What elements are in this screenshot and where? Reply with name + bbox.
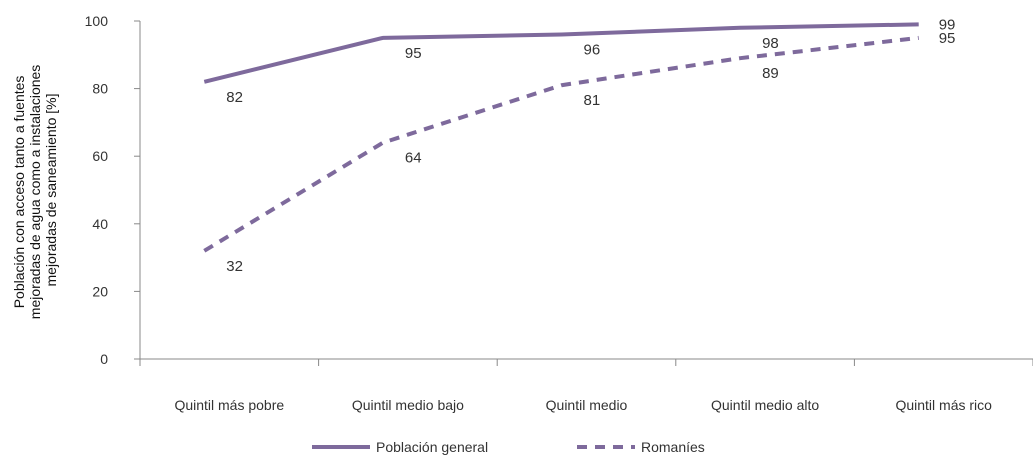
y-axis-title-line: mejoradas de saneamiento [%] bbox=[43, 94, 59, 287]
data-label: 95 bbox=[939, 30, 956, 47]
y-axis-title: Población con acceso tanto a fuentes mej… bbox=[11, 61, 59, 319]
data-label: 95 bbox=[405, 45, 422, 62]
legend: Población general Romaníes bbox=[312, 439, 705, 455]
y-tick-label: 60 bbox=[92, 148, 108, 164]
y-tick-label: 80 bbox=[92, 81, 108, 97]
x-tick-label: Quintil medio bajo bbox=[352, 397, 464, 413]
x-tick-label: Quintil más rico bbox=[895, 397, 992, 413]
data-label: 99 bbox=[939, 16, 956, 33]
data-labels: 82 95 96 98 99 32 64 81 89 95 bbox=[226, 16, 955, 274]
data-label: 98 bbox=[762, 35, 779, 52]
y-tick-label: 0 bbox=[100, 351, 108, 367]
data-label: 96 bbox=[584, 42, 601, 59]
x-axis: Quintil más pobre Quintil medio bajo Quint… bbox=[139, 358, 1033, 413]
y-axis-title-line: mejoradas de agua como a instalaciones bbox=[27, 65, 43, 320]
y-axis: 0 20 40 60 80 100 bbox=[85, 13, 141, 367]
legend-label: Romaníes bbox=[641, 439, 705, 455]
data-label: 32 bbox=[226, 258, 243, 275]
y-axis-title-line: Población con acceso tanto a fuentes bbox=[11, 76, 27, 309]
y-tick-label: 100 bbox=[85, 13, 109, 29]
y-tick-label: 40 bbox=[92, 216, 108, 232]
x-tick-label: Quintil medio bbox=[546, 397, 628, 413]
data-label: 82 bbox=[226, 89, 243, 106]
data-label: 89 bbox=[762, 65, 779, 82]
x-tick-label: Quintil más pobre bbox=[174, 397, 284, 413]
series-line bbox=[203, 35, 919, 253]
series-layer bbox=[203, 22, 919, 253]
series-line bbox=[203, 22, 919, 84]
data-label: 64 bbox=[405, 150, 422, 167]
legend-label: Población general bbox=[376, 439, 488, 455]
data-label: 81 bbox=[584, 92, 601, 109]
y-tick-label: 20 bbox=[92, 283, 108, 299]
x-tick-label: Quintil medio alto bbox=[711, 397, 819, 413]
